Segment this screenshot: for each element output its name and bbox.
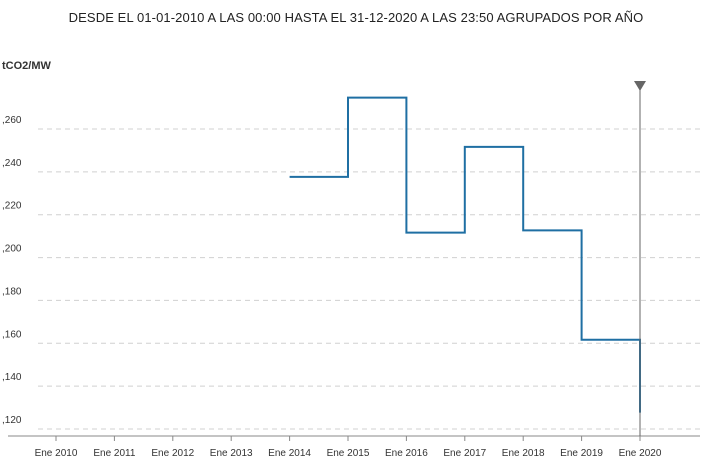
- x-tick-label: Ene 2020: [619, 448, 662, 459]
- x-tick-label: Ene 2014: [268, 448, 311, 459]
- series-line: [289, 96, 641, 413]
- grid-lines: [38, 128, 700, 430]
- x-tick-label: Ene 2015: [327, 448, 370, 459]
- y-tick-label: ,140: [2, 372, 22, 383]
- time-cursor: [634, 81, 646, 436]
- x-axis: Ene 2010 Ene 2011 Ene 2012 Ene 2013 Ene 2014…: [8, 435, 700, 459]
- y-axis-unit-label: tCO2/MW: [2, 60, 51, 72]
- y-tick-label: ,220: [2, 201, 22, 212]
- chart-title: DESDE EL 01-01-2010 A LAS 00:00 HASTA EL…: [68, 10, 644, 25]
- x-tick-label: Ene 2010: [35, 448, 78, 459]
- x-tick-label: Ene 2012: [151, 448, 194, 459]
- y-tick-label: ,260: [2, 115, 22, 126]
- y-tick-labels: ,120 ,140 ,160 ,180 ,200 ,220 ,240 ,260: [2, 115, 22, 426]
- x-tick-label: Ene 2019: [560, 448, 603, 459]
- x-tick-label: Ene 2016: [385, 448, 428, 459]
- x-tick-label: Ene 2013: [210, 448, 253, 459]
- y-tick-label: ,240: [2, 158, 22, 169]
- series-step-line: [289, 96, 641, 413]
- y-tick-label: ,120: [2, 415, 22, 426]
- cursor-handle-icon: [634, 81, 646, 91]
- x-tick-label: Ene 2018: [502, 448, 545, 459]
- x-tick-label: Ene 2017: [443, 448, 486, 459]
- x-tick-label: Ene 2011: [93, 448, 136, 459]
- y-tick-label: ,180: [2, 286, 22, 297]
- y-tick-label: ,160: [2, 329, 22, 340]
- y-tick-label: ,200: [2, 244, 22, 255]
